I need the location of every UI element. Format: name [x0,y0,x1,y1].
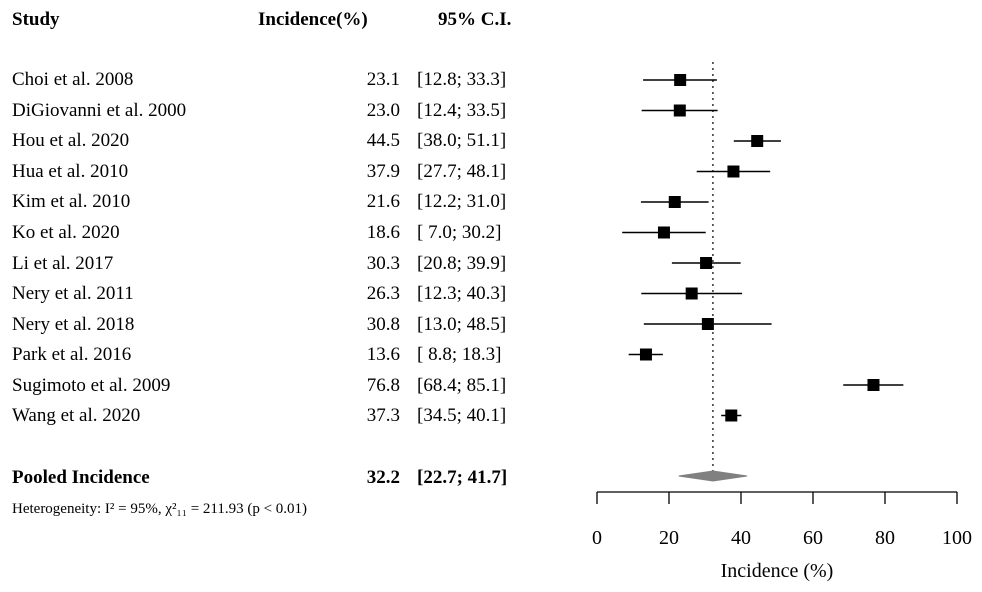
study-ci: [12.3; 40.3] [417,283,507,304]
study-ci: [12.4; 33.5] [417,100,507,121]
point-marker [668,196,681,208]
study-ci: [ 8.8; 18.3] [417,344,502,365]
study-ci: [68.4; 85.1] [417,375,507,396]
study-incidence: 23.1 [366,69,400,90]
study-incidence: 37.9 [366,161,400,182]
study-incidence: 76.8 [366,375,400,396]
study-name: Sugimoto et al. 2009 [12,375,171,396]
study-incidence: 26.3 [366,283,400,304]
study-name: Hou et al. 2020 [12,130,130,151]
study-name: Nery et al. 2018 [12,314,135,335]
x-axis-label: Incidence (%) [721,560,834,582]
pooled-diamond [678,470,748,482]
study-ci: [12.8; 33.3] [417,69,507,90]
study-incidence: 30.8 [366,314,400,335]
study-name: DiGiovanni et al. 2000 [12,100,187,121]
tick-label: 80 [875,527,895,549]
study-ci: [13.0; 48.5] [417,314,507,335]
tick-label: 100 [942,527,972,549]
study-incidence: 37.3 [366,405,400,426]
point-marker [673,104,686,117]
point-marker [701,318,714,330]
study-incidence: 21.6 [366,191,400,212]
study-incidence: 13.6 [366,344,400,365]
study-incidence: 23.0 [366,100,400,121]
point-marker [700,257,713,269]
header-incidence: Incidence(%) [258,9,368,30]
study-incidence: 44.5 [366,130,400,151]
x-axis: 0 20 40 60 80 100 [592,491,972,549]
point-marker [725,409,738,422]
study-name: Wang et al. 2020 [12,405,141,426]
study-name: Ko et al. 2020 [12,222,120,243]
study-name: Choi et al. 2008 [12,69,134,90]
study-ci: [12.2; 31.0] [417,191,507,212]
header-ci: 95% C.I. [438,9,512,30]
tick-label: 60 [803,527,823,549]
pooled-ci: [22.7; 41.7] [417,467,508,488]
ci-group [622,79,904,417]
heterogeneity-text: Heterogeneity: I² = 95%, χ²₁₁ = 211.93 (… [12,501,308,517]
pooled-label: Pooled Incidence [12,467,150,488]
header-study: Study [12,9,60,30]
point-marker [685,287,698,300]
point-marker [751,135,764,147]
tick-label: 0 [592,527,602,549]
point-marker [867,379,880,391]
point-marker [674,74,687,86]
pooled-incidence: 32.2 [366,467,400,488]
study-ci: [34.5; 40.1] [417,405,507,426]
study-name: Park et al. 2016 [12,344,132,365]
study-ci: [20.8; 39.9] [417,253,507,274]
point-marker [727,165,740,178]
study-incidence: 30.3 [366,253,400,274]
study-incidence: 18.6 [366,222,400,243]
point-marker [657,226,670,239]
tick-label: 20 [659,527,679,549]
study-ci: [27.7; 48.1] [417,161,507,182]
point-marker [639,348,652,361]
tick-label: 40 [731,527,751,549]
study-name: Li et al. 2017 [12,253,114,274]
study-name: Hua et al. 2010 [12,161,129,182]
study-name: Kim et al. 2010 [12,191,131,212]
point-group [639,74,880,422]
study-name: Nery et al. 2011 [12,283,134,304]
study-ci: [ 7.0; 30.2] [417,222,502,243]
study-ci: [38.0; 51.1] [417,130,507,151]
